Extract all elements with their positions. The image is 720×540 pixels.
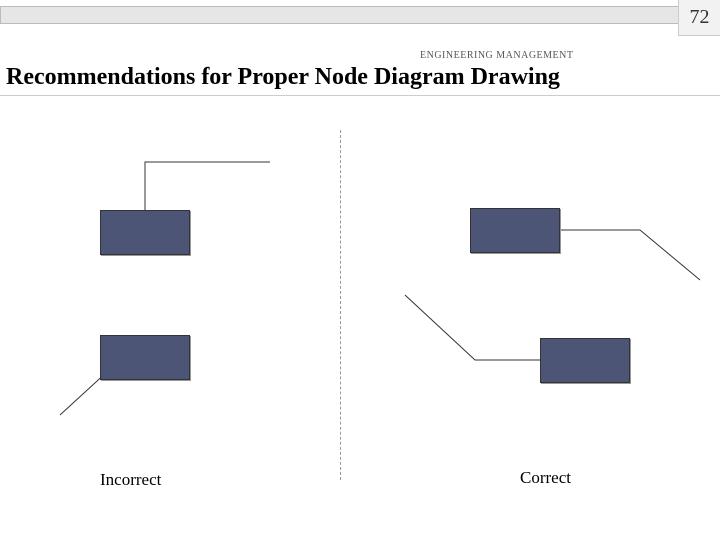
page-number: 72 [690,6,710,29]
center-divider [340,130,341,480]
label-incorrect: Incorrect [100,470,161,490]
node-right-top [470,208,560,253]
top-bar [0,6,720,24]
page-number-box: 72 [678,0,720,36]
title-underline [0,95,720,96]
node-right-bottom [540,338,630,383]
label-correct: Correct [520,468,571,488]
node-left-bottom [100,335,190,380]
subtitle: ENGINEERING MANAGEMENT [420,50,573,61]
slide-title: Recommendations for Proper Node Diagram … [6,64,560,91]
connector-lines [0,120,720,500]
node-left-top [100,210,190,255]
diagram-area: Incorrect Correct [0,120,720,500]
